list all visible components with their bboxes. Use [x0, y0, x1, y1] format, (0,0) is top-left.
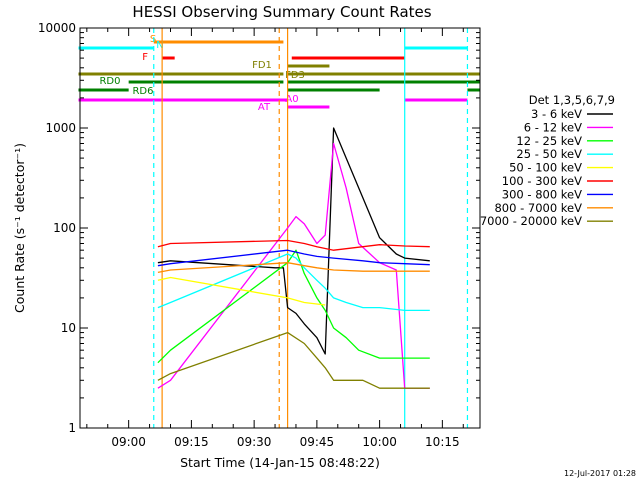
legend-label-100-300-kev: 100 - 300 keV: [502, 174, 582, 188]
legend-label-12-25-kev: 12 - 25 keV: [516, 134, 582, 148]
axes: 09:00 09:15 09:30 09:45 10:00 10:15 1 10 100 1000…: [38, 21, 480, 449]
flag-label-rd0: RD0: [99, 76, 120, 87]
series-line-300-800-kev: [157, 249, 430, 267]
flag-label-a0: A0: [285, 94, 298, 105]
x-tick-label-10-00: 10:00: [362, 435, 397, 449]
flag-label-rd6: RD6: [132, 86, 153, 97]
y-tick-label-10: 10: [61, 321, 76, 335]
y-tick-label-100: 100: [53, 221, 76, 235]
legend-label-7000-20000-kev: 7000 - 20000 keV: [480, 214, 582, 228]
flag-label-fd1: FD1: [252, 60, 272, 71]
legend-label-3-6-kev: 3 - 6 keV: [531, 107, 582, 121]
x-tick-label-09-30: 09:30: [237, 435, 272, 449]
flag-label-f: F: [142, 52, 148, 63]
data-series: [157, 127, 430, 389]
series-line-50-100-kev: [157, 276, 326, 306]
legend-title: Det 1,3,5,6,7,9: [529, 93, 615, 107]
x-tick-label-09-15: 09:15: [174, 435, 209, 449]
legend-label-25-50-kev: 25 - 50 keV: [516, 147, 582, 161]
y-tick-label-1000: 1000: [45, 121, 76, 135]
x-tick-label-09-45: 09:45: [300, 435, 335, 449]
series-line-25-50-kev: [157, 253, 430, 312]
series-line-6-12-kev: [157, 142, 430, 389]
chart-title: HESSI Observing Summary Count Rates: [132, 3, 431, 21]
flag-label-fd3: FD3: [285, 70, 305, 81]
legend-label-300-800-kev: 300 - 800 keV: [502, 187, 582, 201]
y-tick-label-10000: 10000: [38, 21, 76, 35]
series-line-3-6-kev: [157, 127, 430, 355]
vertical-markers: [153, 28, 469, 428]
series-line-100-300-kev: [157, 239, 430, 251]
flag-label-at: AT: [258, 102, 271, 113]
flag-label-s: S: [150, 34, 156, 45]
x-axis-label: Start Time (14-Jan-15 08:48:22): [180, 455, 380, 470]
generation-timestamp: 12-Jul-2017 01:28: [564, 469, 636, 478]
flag-label-n: N: [156, 40, 163, 51]
legend-label-6-12-kev: 6 - 12 keV: [524, 120, 582, 134]
flag-bars: SNF FD1 FD3 RD0 RD6 AT A0: [78, 34, 480, 113]
series-line-7000-20000-kev: [157, 331, 430, 389]
y-tick-label-1: 1: [68, 421, 76, 435]
legend-label-50-100-kev: 50 - 100 keV: [509, 161, 582, 175]
legend-label-800-7000-kev: 800 - 7000 keV: [494, 201, 582, 215]
series-line-800-7000-kev: [157, 262, 430, 274]
y-axis-label: Count Rate (s⁻¹ detector⁻¹): [12, 143, 27, 313]
x-tick-label-10-15: 10:15: [425, 435, 460, 449]
x-tick-label-09-00: 09:00: [111, 435, 146, 449]
